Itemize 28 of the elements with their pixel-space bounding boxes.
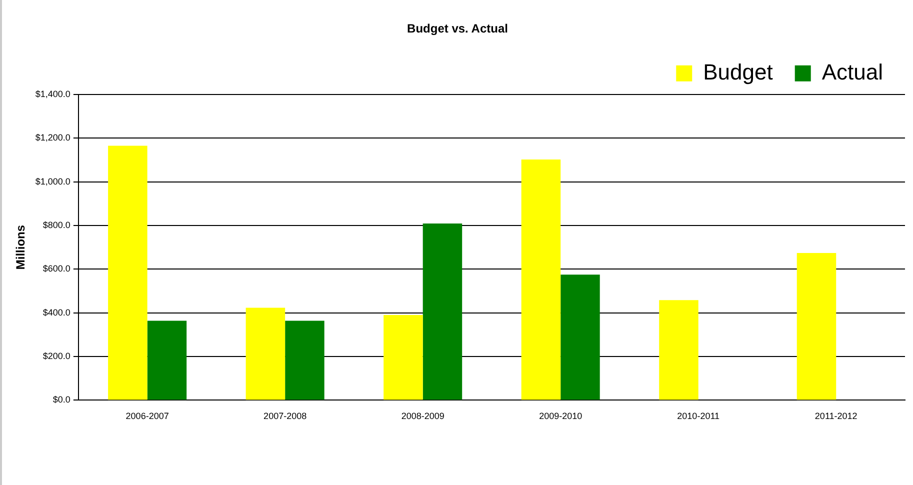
bar bbox=[422, 223, 462, 400]
legend-label: Budget bbox=[703, 59, 773, 84]
bar bbox=[560, 274, 600, 400]
bar bbox=[659, 300, 698, 400]
x-tick-label: 2008-2009 bbox=[401, 411, 444, 422]
bar bbox=[108, 146, 148, 400]
y-tick-label: $200.0 bbox=[42, 351, 70, 361]
x-tick-label: 2007-2008 bbox=[264, 411, 307, 422]
y-tick-label: $800.0 bbox=[42, 220, 70, 230]
bar bbox=[796, 252, 836, 400]
y-tick-label: $0.0 bbox=[52, 394, 70, 405]
legend-label: Actual bbox=[822, 59, 884, 84]
x-tick-label: 2010-2011 bbox=[677, 411, 720, 422]
y-tick-label: $1,400.0 bbox=[35, 88, 70, 99]
y-tick-label: $400.0 bbox=[42, 307, 70, 318]
bar bbox=[246, 308, 286, 400]
y-tick-label: $1,000.0 bbox=[35, 176, 70, 186]
x-tick-label: 2011-2012 bbox=[814, 411, 858, 422]
bar bbox=[285, 320, 324, 400]
y-tick-label: $600.0 bbox=[42, 264, 70, 274]
chart-title: Budget vs. Actual bbox=[407, 22, 508, 36]
y-tick-label: $1,200.0 bbox=[35, 132, 70, 143]
bar bbox=[521, 159, 561, 400]
bar bbox=[147, 320, 187, 400]
x-tick-label: 2006-2007 bbox=[126, 411, 169, 422]
y-axis-title: Millions bbox=[14, 224, 28, 270]
bar bbox=[384, 315, 423, 400]
x-tick-label: 2009-2010 bbox=[539, 411, 582, 422]
